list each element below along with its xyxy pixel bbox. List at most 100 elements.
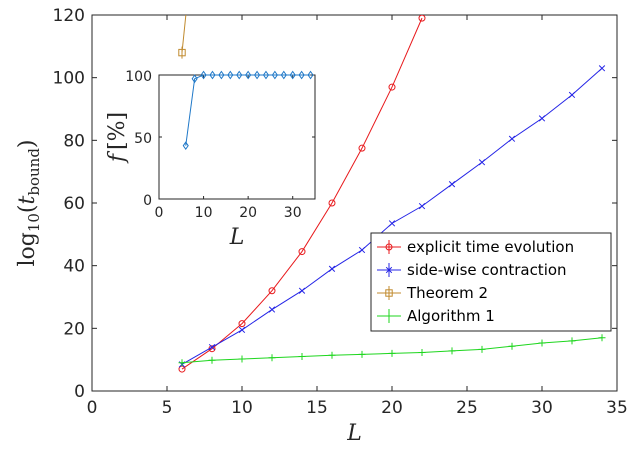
y-axis-label-paren-close: ) [15, 139, 40, 148]
inset-data-point [298, 70, 305, 80]
data-point [508, 135, 516, 142]
data-point [178, 359, 186, 367]
x-tick-label: 15 [306, 398, 328, 418]
legend-item-side-wise-contraction: side-wise contraction [377, 261, 567, 279]
inset-series-group [182, 70, 314, 151]
inset-y-axis-label-unit: [%] [105, 112, 130, 150]
inset-y-tick-label: 0 [143, 193, 152, 209]
inset-y-axis-label: f[%] [105, 112, 130, 164]
inset-data-point [227, 70, 234, 80]
inset-data-point [191, 74, 198, 84]
inset-x-tick-label: 20 [239, 205, 257, 221]
y-tick-label: 0 [74, 382, 85, 402]
data-point [238, 326, 246, 334]
inset-x-tick-label: 10 [195, 205, 213, 221]
data-point [388, 83, 396, 91]
data-point [268, 287, 276, 295]
y-axis-label-variable: t [15, 195, 40, 204]
inset-plot: 0 10 20 30 0 50 100 L f[%] [105, 69, 316, 250]
inset-data-point [200, 70, 207, 80]
data-point [298, 353, 306, 361]
y-axis-label-paren-open: ( [15, 204, 40, 213]
x-tick-label: 35 [606, 398, 628, 418]
inset-x-tick-label: 0 [155, 205, 164, 221]
legend-swatch-marker [385, 243, 393, 251]
inset-data-point [218, 70, 225, 80]
x-tick-label: 0 [87, 398, 98, 418]
x-tick-label: 30 [531, 398, 553, 418]
inset-data-point [307, 70, 314, 80]
y-tick-label: 20 [63, 319, 85, 339]
data-point [268, 354, 276, 362]
data-point [388, 349, 396, 357]
x-axis-label: L [346, 421, 362, 446]
data-point [478, 159, 486, 166]
inset-data-point [209, 70, 216, 80]
legend-item-algorithm-1: Algorithm 1 [377, 307, 495, 325]
data-point [238, 355, 246, 363]
y-axis-label: log10(tbound) [15, 139, 43, 266]
data-point [388, 220, 396, 227]
inset-x-axis-label: L [229, 225, 245, 250]
data-point [358, 246, 366, 254]
legend-label: Algorithm 1 [407, 307, 495, 325]
data-point [598, 334, 606, 342]
inset-data-point [236, 70, 243, 80]
data-point [598, 65, 606, 72]
legend-item-explicit-time-evolution: explicit time evolution [377, 238, 574, 256]
data-point [178, 48, 186, 57]
inset-data-point [245, 70, 252, 80]
legend-swatch-marker [385, 312, 393, 320]
data-point [448, 181, 456, 188]
series-theorem-2 [178, 15, 187, 59]
inset-series [182, 70, 314, 151]
legend-label: explicit time evolution [407, 238, 574, 256]
inset-y-tick-label: 50 [134, 131, 152, 147]
inset-data-point [289, 70, 296, 80]
legend-item-theorem-2: Theorem 2 [377, 284, 488, 302]
legend-box [370, 232, 612, 332]
inset-data-point [271, 70, 278, 80]
x-tick-label: 10 [231, 398, 253, 418]
inset-data-point [280, 70, 287, 80]
y-axis-label-log-base: 10 [25, 213, 43, 232]
data-point [418, 15, 426, 22]
data-point [568, 91, 576, 99]
series-line-theorem-2 [181, 15, 187, 53]
inset-axis-ticks: 0 10 20 30 0 50 100 [125, 69, 315, 221]
data-point [418, 348, 426, 356]
inset-x-tick-label: 30 [284, 205, 302, 221]
y-tick-label: 100 [53, 69, 85, 89]
y-axis-label-variable-subscript: bound [25, 148, 43, 196]
y-axis-label-log: log [15, 232, 40, 266]
legend-label: side-wise contraction [407, 261, 567, 279]
series-algorithm-1 [178, 334, 606, 367]
y-tick-label: 80 [63, 131, 85, 151]
x-tick-label: 20 [381, 398, 403, 418]
y-tick-label: 60 [63, 194, 85, 214]
data-point [418, 202, 426, 210]
data-point [238, 320, 246, 328]
data-point [208, 356, 216, 364]
main-series-group [178, 15, 606, 373]
inset-background [159, 75, 315, 199]
data-point [328, 265, 336, 272]
data-point [268, 306, 276, 313]
legend-swatch-marker [385, 266, 393, 274]
inset-data-point [262, 70, 270, 80]
x-tick-label: 5 [162, 398, 173, 418]
legend-label: Theorem 2 [406, 284, 488, 302]
data-point [298, 287, 306, 294]
data-point [358, 350, 366, 358]
y-tick-label: 120 [53, 6, 85, 26]
x-tick-label: 25 [456, 398, 478, 418]
data-point [538, 339, 546, 347]
inset-data-point [182, 141, 189, 151]
series-side-wise-contraction [178, 65, 606, 368]
data-point [508, 342, 516, 350]
inset-data-point [253, 70, 261, 80]
data-point [358, 144, 366, 152]
